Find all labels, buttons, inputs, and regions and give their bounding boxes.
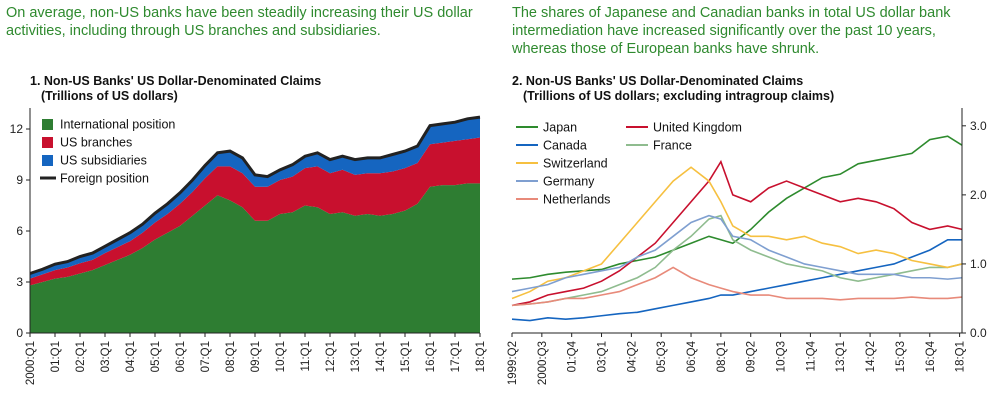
chart2-y-tick-label: 1.0 bbox=[970, 257, 987, 271]
legend-label: International position bbox=[60, 118, 175, 132]
line-switzerland bbox=[511, 166, 963, 300]
chart1-y-tick-label: 12 bbox=[10, 122, 24, 136]
area-us-subsidiaries bbox=[30, 117, 480, 279]
chart1-x-tick-label: 10:Q1 bbox=[275, 341, 287, 372]
chart1-title-block: 1. Non-US Banks' US Dollar-Denominated C… bbox=[30, 74, 321, 104]
chart2-x-tick-label: 06:Q4 bbox=[686, 340, 698, 372]
chart1-x-tick-label: 04:Q1 bbox=[125, 341, 137, 372]
chart2-x-tick-label: 03:Q1 bbox=[597, 341, 609, 372]
chart2-x-tick-label: 18:Q1 bbox=[955, 341, 967, 372]
chart1-x-tick-label: 11:Q1 bbox=[300, 341, 312, 371]
legend-swatch-us-branches bbox=[42, 137, 53, 148]
chart2-y-tick-label: 2.0 bbox=[970, 188, 987, 202]
chart2-x-tick-label: 14:Q2 bbox=[865, 341, 877, 372]
chart1-x-tick-label: 2000:Q1 bbox=[25, 341, 37, 385]
chart1-y-tick-label: 9 bbox=[16, 173, 23, 187]
legend-swatch-international-position bbox=[42, 119, 53, 130]
line-france bbox=[511, 214, 963, 307]
line-foreign-position bbox=[29, 115, 481, 275]
chart2-title-block: 2. Non-US Banks' US Dollar-Denominated C… bbox=[512, 74, 834, 104]
legend-label: United Kingdom bbox=[653, 121, 742, 135]
chart1-x-tick-label: 12:Q1 bbox=[325, 341, 337, 372]
chart1-x-tick-label: 17:Q1 bbox=[450, 341, 462, 372]
legend-label: Foreign position bbox=[60, 172, 149, 186]
chart1-x-tick-label: 18:Q1 bbox=[475, 341, 487, 372]
legend-label: Japan bbox=[543, 121, 577, 135]
line-united-kingdom bbox=[511, 159, 963, 307]
chart2-x-tick-label: 04:Q2 bbox=[626, 341, 638, 372]
line-netherlands bbox=[511, 266, 963, 307]
chart2-y-tick-label: 0.0 bbox=[970, 326, 987, 340]
chart1-x-tick-label: 01:Q1 bbox=[50, 341, 62, 372]
line-germany bbox=[511, 214, 963, 293]
chart2-subtitle: (Trillions of US dollars; excluding intr… bbox=[523, 89, 835, 103]
chart2-x-tick-label: 15:Q3 bbox=[895, 341, 907, 372]
legend-label: US subsidiaries bbox=[60, 154, 147, 168]
chart1-subtitle: (Trillions of US dollars) bbox=[41, 89, 178, 103]
chart1-x-tick-label: 07:Q1 bbox=[200, 341, 212, 372]
chart2-y-tick-label: 3.0 bbox=[970, 119, 987, 133]
line-japan bbox=[511, 135, 963, 280]
chart2-x-tick-label: 01:Q4 bbox=[567, 340, 579, 372]
chart1-y-tick-label: 0 bbox=[16, 326, 23, 340]
caption-left: On average, non-US banks have been stead… bbox=[6, 5, 473, 39]
chart1-x-tick-label: 03:Q1 bbox=[100, 341, 112, 372]
legend-swatch-us-subsidiaries bbox=[42, 155, 53, 166]
chart1-x-tick-label: 08:Q1 bbox=[225, 341, 237, 372]
chart2-x-tick-label: 13:Q1 bbox=[835, 341, 847, 372]
chart2-x-tick-label: 1999:Q2 bbox=[507, 341, 519, 385]
caption-right: The shares of Japanese and Canadian bank… bbox=[512, 5, 951, 57]
chart1-y-tick-label: 3 bbox=[16, 275, 23, 289]
line-canada bbox=[511, 238, 962, 322]
chart1-y-tick-label: 6 bbox=[16, 224, 23, 238]
chart2-x-tick-label: 11:Q4 bbox=[805, 340, 817, 371]
legend-label: Germany bbox=[543, 175, 595, 189]
chart1-x-tick-label: 16:Q1 bbox=[425, 341, 437, 372]
chart2-x-tick-label: 16:Q4 bbox=[925, 340, 937, 372]
chart2-x-tick-label: 09:Q2 bbox=[746, 341, 758, 372]
chart1-x-tick-label: 06:Q1 bbox=[175, 341, 187, 372]
chart2-x-tick-label: 08:Q1 bbox=[716, 341, 728, 372]
chart2-title: 2. Non-US Banks' US Dollar-Denominated C… bbox=[512, 74, 804, 88]
chart1-x-tick-label: 02:Q1 bbox=[75, 341, 87, 372]
chart1-x-tick-label: 13:Q1 bbox=[350, 341, 362, 372]
legend-label: Canada bbox=[543, 139, 587, 153]
chart1-x-tick-label: 09:Q1 bbox=[250, 341, 262, 372]
legend-label: US branches bbox=[60, 136, 132, 150]
chart2-x-tick-label: 10:Q3 bbox=[776, 341, 788, 372]
chart1-x-tick-label: 15:Q1 bbox=[400, 341, 412, 372]
legend-label: Netherlands bbox=[543, 193, 610, 207]
chart1-x-tick-label: 05:Q1 bbox=[150, 341, 162, 372]
chart1-x-tick-label: 14:Q1 bbox=[375, 341, 387, 372]
chart2-x-tick-label: 2000:Q3 bbox=[537, 341, 549, 385]
area-international-position bbox=[30, 183, 480, 333]
legend-label: Switzerland bbox=[543, 157, 608, 171]
area-us-branches bbox=[30, 137, 480, 286]
legend-label: France bbox=[653, 139, 692, 153]
chart1-title: 1. Non-US Banks' US Dollar-Denominated C… bbox=[30, 74, 322, 88]
chart2-x-tick-label: 05:Q3 bbox=[656, 341, 668, 372]
